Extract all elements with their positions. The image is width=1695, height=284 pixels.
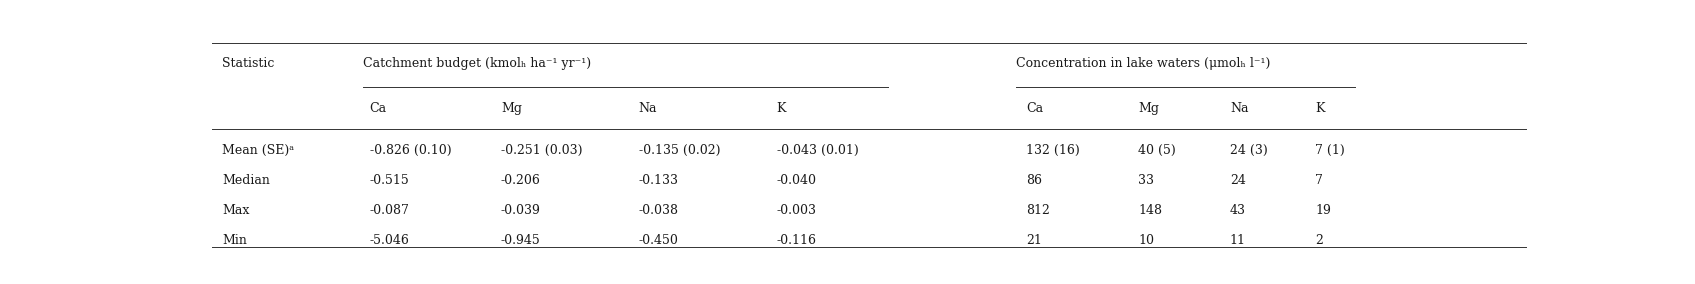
- Text: Median: Median: [222, 174, 270, 187]
- Text: Mg: Mg: [502, 102, 522, 115]
- Text: -0.038: -0.038: [639, 204, 678, 217]
- Text: -0.043 (0.01): -0.043 (0.01): [776, 143, 858, 156]
- Text: -0.040: -0.040: [776, 174, 817, 187]
- Text: 10: 10: [1137, 234, 1154, 247]
- Text: 7 (1): 7 (1): [1315, 143, 1346, 156]
- Text: Statistic: Statistic: [222, 57, 275, 70]
- Text: Concentration in lake waters (μmolₕ l⁻¹): Concentration in lake waters (μmolₕ l⁻¹): [1015, 57, 1270, 70]
- Text: Ca: Ca: [1027, 102, 1044, 115]
- Text: 7: 7: [1315, 174, 1324, 187]
- Text: -0.116: -0.116: [776, 234, 817, 247]
- Text: -0.003: -0.003: [776, 204, 817, 217]
- Text: Catchment budget (kmolₕ ha⁻¹ yr⁻¹): Catchment budget (kmolₕ ha⁻¹ yr⁻¹): [363, 57, 592, 70]
- Text: -0.515: -0.515: [370, 174, 408, 187]
- Text: -0.133: -0.133: [639, 174, 678, 187]
- Text: 24: 24: [1231, 174, 1246, 187]
- Text: Mean (SE)ᵃ: Mean (SE)ᵃ: [222, 143, 295, 156]
- Text: K: K: [776, 102, 786, 115]
- Text: -0.945: -0.945: [502, 234, 541, 247]
- Text: K: K: [1315, 102, 1325, 115]
- Text: 11: 11: [1231, 234, 1246, 247]
- Text: 132 (16): 132 (16): [1027, 143, 1080, 156]
- Text: 33: 33: [1137, 174, 1154, 187]
- Text: 19: 19: [1315, 204, 1331, 217]
- Text: Na: Na: [1231, 102, 1249, 115]
- Text: -0.251 (0.03): -0.251 (0.03): [502, 143, 583, 156]
- Text: 86: 86: [1027, 174, 1042, 187]
- Text: Ca: Ca: [370, 102, 386, 115]
- Text: 21: 21: [1027, 234, 1042, 247]
- Text: 43: 43: [1231, 204, 1246, 217]
- Text: -0.039: -0.039: [502, 204, 541, 217]
- Text: -0.135 (0.02): -0.135 (0.02): [639, 143, 720, 156]
- Text: Na: Na: [639, 102, 658, 115]
- Text: 24 (3): 24 (3): [1231, 143, 1268, 156]
- Text: -0.826 (0.10): -0.826 (0.10): [370, 143, 451, 156]
- Text: -0.087: -0.087: [370, 204, 410, 217]
- Text: 812: 812: [1027, 204, 1051, 217]
- Text: Mg: Mg: [1137, 102, 1159, 115]
- Text: 2: 2: [1315, 234, 1324, 247]
- Text: 148: 148: [1137, 204, 1163, 217]
- Text: Min: Min: [222, 234, 247, 247]
- Text: -0.450: -0.450: [639, 234, 678, 247]
- Text: -0.206: -0.206: [502, 174, 541, 187]
- Text: Max: Max: [222, 204, 249, 217]
- Text: -5.046: -5.046: [370, 234, 410, 247]
- Text: 40 (5): 40 (5): [1137, 143, 1176, 156]
